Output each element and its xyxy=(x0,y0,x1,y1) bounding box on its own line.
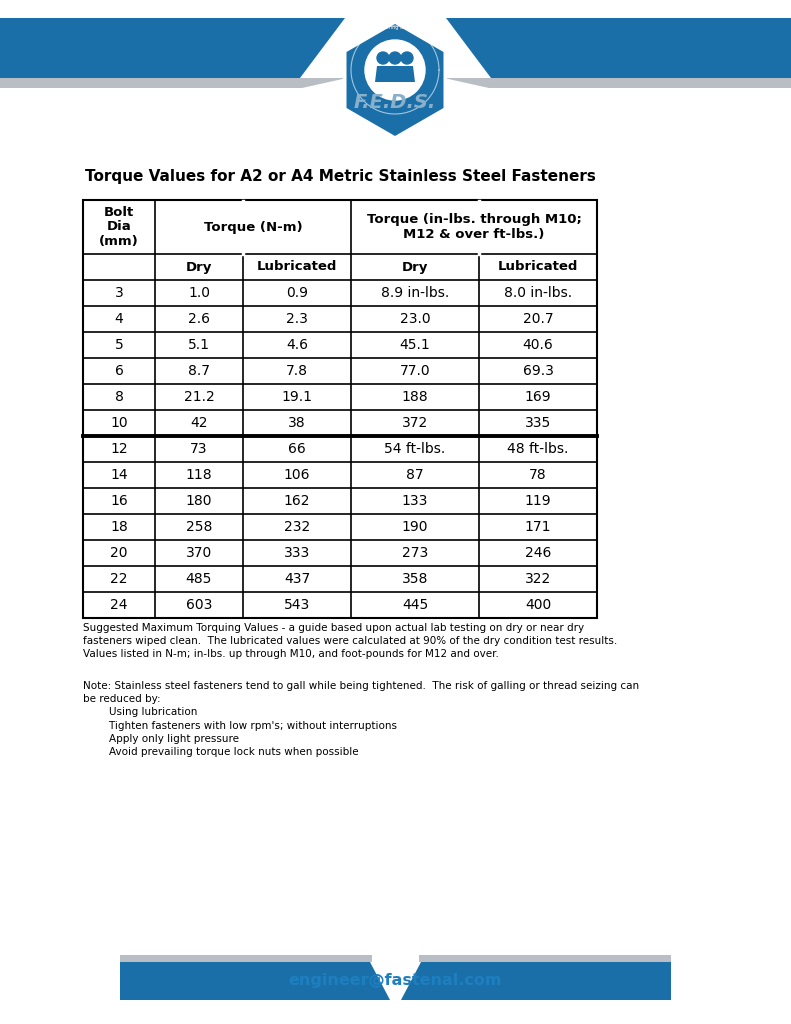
Text: Lubricated: Lubricated xyxy=(257,260,337,273)
Text: 1.0: 1.0 xyxy=(188,286,210,300)
Text: 258: 258 xyxy=(186,520,212,534)
Text: 118: 118 xyxy=(186,468,212,482)
Polygon shape xyxy=(0,18,345,78)
Text: 21.2: 21.2 xyxy=(184,390,214,404)
Polygon shape xyxy=(419,955,671,962)
Text: 8: 8 xyxy=(115,390,123,404)
Text: 4.6: 4.6 xyxy=(286,338,308,352)
Text: 400: 400 xyxy=(525,598,551,612)
Text: 5.1: 5.1 xyxy=(188,338,210,352)
Polygon shape xyxy=(446,18,791,78)
Text: 6: 6 xyxy=(115,364,123,378)
Text: Suggested Maximum Torquing Values - a guide based upon actual lab testing on dry: Suggested Maximum Torquing Values - a gu… xyxy=(83,623,617,659)
Text: 45.1: 45.1 xyxy=(399,338,430,352)
Text: 16: 16 xyxy=(110,494,128,508)
Text: 7.8: 7.8 xyxy=(286,364,308,378)
Text: 38: 38 xyxy=(288,416,306,430)
Text: 69.3: 69.3 xyxy=(523,364,554,378)
Text: 370: 370 xyxy=(186,546,212,560)
Text: 12: 12 xyxy=(110,442,128,456)
Text: 4: 4 xyxy=(115,312,123,326)
Text: 8.7: 8.7 xyxy=(188,364,210,378)
Text: 335: 335 xyxy=(525,416,551,430)
Text: 358: 358 xyxy=(402,572,428,586)
Text: 106: 106 xyxy=(284,468,310,482)
Polygon shape xyxy=(345,22,445,138)
Text: 24: 24 xyxy=(110,598,128,612)
Bar xyxy=(83,200,597,618)
Text: 54 ft-lbs.: 54 ft-lbs. xyxy=(384,442,445,456)
Text: 42: 42 xyxy=(191,416,208,430)
Text: Dry: Dry xyxy=(402,260,428,273)
Text: 133: 133 xyxy=(402,494,428,508)
Text: 66: 66 xyxy=(288,442,306,456)
Text: 10: 10 xyxy=(110,416,128,430)
Text: Dry: Dry xyxy=(186,260,212,273)
Text: 3: 3 xyxy=(115,286,123,300)
Text: engineer@fastenal.com: engineer@fastenal.com xyxy=(288,974,501,988)
Polygon shape xyxy=(399,66,415,82)
Text: 73: 73 xyxy=(191,442,208,456)
Text: 23.0: 23.0 xyxy=(399,312,430,326)
Text: 273: 273 xyxy=(402,546,428,560)
Text: 5: 5 xyxy=(115,338,123,352)
Text: 77.0: 77.0 xyxy=(399,364,430,378)
Polygon shape xyxy=(375,66,391,82)
Circle shape xyxy=(365,40,425,100)
Text: F.E.D.S.: F.E.D.S. xyxy=(354,92,436,112)
Text: 19.1: 19.1 xyxy=(282,390,312,404)
Text: 20.7: 20.7 xyxy=(523,312,554,326)
Text: 18: 18 xyxy=(110,520,128,534)
Polygon shape xyxy=(387,66,403,82)
Text: 543: 543 xyxy=(284,598,310,612)
Text: 188: 188 xyxy=(402,390,428,404)
Text: Torque (N-m): Torque (N-m) xyxy=(204,220,302,233)
Text: 8.9 in-lbs.: 8.9 in-lbs. xyxy=(381,286,449,300)
Text: 603: 603 xyxy=(186,598,212,612)
Text: 78: 78 xyxy=(529,468,547,482)
Circle shape xyxy=(377,52,389,63)
Text: 372: 372 xyxy=(402,416,428,430)
Text: 445: 445 xyxy=(402,598,428,612)
Text: 171: 171 xyxy=(524,520,551,534)
Text: Torque (in-lbs. through M10;
M12 & over ft-lbs.): Torque (in-lbs. through M10; M12 & over … xyxy=(366,213,581,241)
Text: 190: 190 xyxy=(402,520,428,534)
Text: 0.9: 0.9 xyxy=(286,286,308,300)
Text: 8.0 in-lbs.: 8.0 in-lbs. xyxy=(504,286,572,300)
Circle shape xyxy=(389,52,401,63)
Text: 40.6: 40.6 xyxy=(523,338,554,352)
Polygon shape xyxy=(401,962,671,1000)
Text: 180: 180 xyxy=(186,494,212,508)
Text: 246: 246 xyxy=(524,546,551,560)
Text: 333: 333 xyxy=(284,546,310,560)
Text: 2.3: 2.3 xyxy=(286,312,308,326)
Polygon shape xyxy=(444,78,791,88)
Text: 2.6: 2.6 xyxy=(188,312,210,326)
Text: Torque Values for A2 or A4 Metric Stainless Steel Fasteners: Torque Values for A2 or A4 Metric Stainl… xyxy=(85,169,596,184)
Text: Lubricated: Lubricated xyxy=(498,260,578,273)
Text: 22: 22 xyxy=(110,572,128,586)
Text: 87: 87 xyxy=(407,468,424,482)
Text: 485: 485 xyxy=(186,572,212,586)
Circle shape xyxy=(401,52,413,63)
Text: 48 ft-lbs.: 48 ft-lbs. xyxy=(507,442,569,456)
Text: 437: 437 xyxy=(284,572,310,586)
Text: 322: 322 xyxy=(525,572,551,586)
Text: 119: 119 xyxy=(524,494,551,508)
Text: 169: 169 xyxy=(524,390,551,404)
Polygon shape xyxy=(0,78,347,88)
Polygon shape xyxy=(120,955,372,962)
Text: Fastenal Engineering & Design Support: Fastenal Engineering & Design Support xyxy=(347,26,443,31)
Text: Bolt
Dia
(mm): Bolt Dia (mm) xyxy=(99,206,139,249)
Text: 162: 162 xyxy=(284,494,310,508)
Polygon shape xyxy=(120,962,390,1000)
Text: 20: 20 xyxy=(110,546,128,560)
Text: 232: 232 xyxy=(284,520,310,534)
Text: Note: Stainless steel fasteners tend to gall while being tightened.  The risk of: Note: Stainless steel fasteners tend to … xyxy=(83,681,639,757)
Text: 14: 14 xyxy=(110,468,128,482)
